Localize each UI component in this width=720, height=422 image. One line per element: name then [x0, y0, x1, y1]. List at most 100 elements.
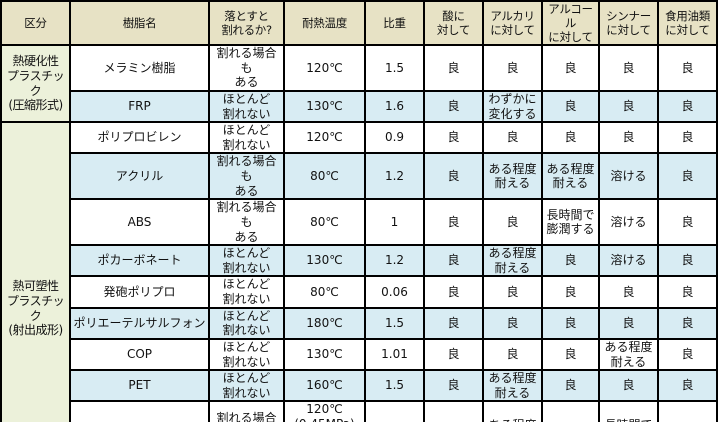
acid-cell: 良 — [423, 152, 484, 201]
alkali-cell: ある程度 耐える — [482, 369, 543, 403]
table-row: ABS 割れる場合も ある 80℃ 1 良 良 長時間で 膨潤する 溶ける 良 — [1, 198, 718, 247]
table-row: COP ほとんど 割れない 130℃ 1.01 良 良 良 ある程度 耐える 良 — [1, 337, 718, 372]
gravity-cell: 1 — [364, 198, 425, 247]
col-header-heat-resistance: 耐熱温度 — [283, 0, 366, 47]
oil-cell: 良 — [657, 306, 718, 340]
oil-cell: 良 — [657, 337, 718, 372]
heat-cell: 130℃ — [283, 244, 366, 278]
acid-cell: 良 — [423, 244, 484, 278]
resin-name-cell: FRP — [69, 89, 210, 124]
crack-cell: ほとんど 割れない — [208, 275, 285, 309]
resin-name-cell: アクリル — [69, 152, 210, 201]
alkali-cell: 良 — [482, 275, 543, 309]
group-cell-thermoplastic: 熱可塑性 プラスチック (射出成形) — [0, 121, 71, 422]
heat-cell: 130℃ — [283, 337, 366, 372]
table-row: PET ほとんど 割れない 160℃ 1.5 良 ある程度 耐える 良 良 良 — [1, 369, 718, 403]
alcohol-cell: 良 — [541, 306, 600, 340]
col-header-crack-when-dropped: 落とすと 割れるか? — [208, 0, 285, 47]
alcohol-cell: 良 — [541, 44, 600, 92]
oil-cell: 良 — [657, 198, 718, 247]
acid-cell: 良 — [423, 306, 484, 340]
acid-cell: 良 — [423, 198, 484, 247]
resin-name-cell: COP — [69, 337, 210, 372]
thinner-cell: 良 — [598, 44, 659, 92]
gravity-cell: 1.5 — [364, 369, 425, 403]
col-header-alkali: アルカリ に対して — [482, 0, 543, 47]
header-row: 区分 樹脂名 落とすと 割れるか? 耐熱温度 比重 酸に 対して アルカリ に対… — [0, 0, 718, 47]
thinner-cell: 良 — [598, 121, 659, 155]
oil-cell: 良 — [657, 369, 718, 403]
alcohol-cell: 良 — [541, 275, 600, 309]
oil-cell: 良 — [657, 89, 718, 124]
alkali-cell: ある程度 耐える — [482, 152, 543, 201]
alkali-cell: 良 — [482, 44, 543, 92]
acid-cell: 良 — [423, 89, 484, 124]
resin-name-cell: ポリエーテルサルフォン — [69, 306, 210, 340]
acid-cell: 良 — [423, 337, 484, 372]
resin-name-cell: ABS — [69, 198, 210, 247]
oil-cell: 良 — [657, 400, 718, 422]
alkali-cell: 良 — [482, 337, 543, 372]
col-header-category: 区分 — [0, 0, 71, 47]
resin-name-cell: ポリ乳酸 — [69, 400, 210, 422]
col-header-acid: 酸に 対して — [423, 0, 484, 47]
oil-cell: 良 — [657, 244, 718, 278]
crack-cell: ほとんど 割れない — [208, 369, 285, 403]
acid-cell: 良 — [423, 275, 484, 309]
resin-name-cell: メラミン樹脂 — [69, 44, 210, 92]
heat-cell: 120℃ — [283, 121, 366, 155]
alcohol-cell: 良 — [541, 89, 600, 124]
thinner-cell: 良 — [598, 89, 659, 124]
alkali-cell: 良 — [482, 121, 543, 155]
alcohol-cell: 良 — [541, 121, 600, 155]
alkali-cell: 良 — [482, 306, 543, 340]
thinner-cell: 溶ける — [598, 244, 659, 278]
resin-name-cell: ポカーボネート — [69, 244, 210, 278]
thinner-cell: 長時間で 膨潤する — [598, 400, 659, 422]
table-row: 熱可塑性 プラスチック (射出成形) ポリプロビレン ほとんど 割れない 120… — [0, 121, 718, 422]
alkali-cell: ある程度 耐える — [482, 244, 543, 278]
acid-cell: 良 — [423, 44, 484, 92]
col-header-thinner: シンナー に対して — [598, 0, 659, 47]
gravity-cell: 1.6 — [364, 89, 425, 124]
table-row: ポリ乳酸 割れる場合も ある 120℃ (0.45MPa) 1.42 良 ある程… — [1, 400, 718, 422]
gravity-cell: 1.5 — [364, 44, 425, 92]
col-header-edible-oil: 食用油類 に対して — [657, 0, 718, 47]
gravity-cell: 1.5 — [364, 306, 425, 340]
alcohol-cell: 良 — [541, 369, 600, 403]
crack-cell: 割れる場合も ある — [208, 44, 285, 92]
thinner-cell: 溶ける — [598, 198, 659, 247]
crack-cell: 割れる場合も ある — [208, 198, 285, 247]
alcohol-cell: 良 — [541, 337, 600, 372]
alkali-cell: 良 — [482, 198, 543, 247]
oil-cell: 良 — [657, 44, 718, 92]
acid-cell: 良 — [423, 121, 484, 155]
heat-cell: 130℃ — [283, 89, 366, 124]
gravity-cell: 0.9 — [364, 121, 425, 155]
table-row: 熱硬化性 プラスチック (圧縮形式) メラミン樹脂 割れる場合も ある 120℃… — [0, 44, 718, 124]
alcohol-cell: ある程度 耐える — [541, 152, 600, 201]
alcohol-cell: 長時間で 膨潤する — [541, 198, 600, 247]
heat-cell: 80℃ — [283, 275, 366, 309]
alcohol-cell: 良 — [541, 400, 600, 422]
table-row: アクリル 割れる場合も ある 80℃ 1.2 良 ある程度 耐える ある程度 耐… — [1, 152, 718, 201]
col-header-resin-name: 樹脂名 — [69, 0, 210, 47]
alkali-cell: ある程度 耐える — [482, 400, 543, 422]
acid-cell: 良 — [423, 369, 484, 403]
alkali-cell: わずかに 変化する — [482, 89, 543, 124]
alcohol-cell: 良 — [541, 244, 600, 278]
heat-cell: 120℃ — [283, 44, 366, 92]
thinner-cell: 良 — [598, 275, 659, 309]
oil-cell: 良 — [657, 152, 718, 201]
oil-cell: 良 — [657, 275, 718, 309]
crack-cell: 割れる場合も ある — [208, 152, 285, 201]
crack-cell: ほとんど 割れない — [208, 89, 285, 124]
table-row: 発砲ポリプロ ほとんど 割れない 80℃ 0.06 良 良 良 良 良 — [1, 275, 718, 309]
heat-cell-upper: 120℃ (0.45MPa) — [283, 400, 366, 422]
table-row: ポリエーテルサルフォン ほとんど 割れない 180℃ 1.5 良 良 良 良 良 — [1, 306, 718, 340]
heat-cell: 160℃ — [283, 369, 366, 403]
crack-cell: ほとんど 割れない — [208, 306, 285, 340]
table-row: ポカーボネート ほとんど 割れない 130℃ 1.2 良 ある程度 耐える 良 … — [1, 244, 718, 278]
